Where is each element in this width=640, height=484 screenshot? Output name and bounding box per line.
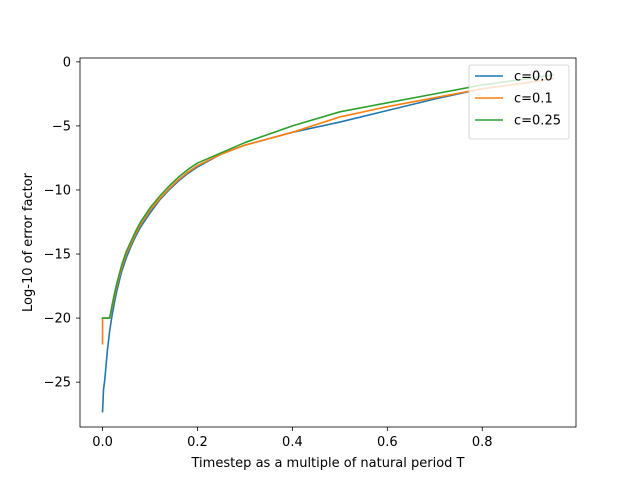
x-axis: 0.0 0.2 0.4 0.6 0.8	[92, 427, 493, 450]
x-tick-label: 0.6	[377, 435, 398, 450]
y-tick-label: −25	[44, 376, 71, 391]
y-tick-label: −10	[44, 183, 71, 198]
legend-label: c=0.25	[514, 114, 561, 129]
x-tick-label: 0.2	[187, 435, 208, 450]
y-tick-label: −5	[52, 119, 71, 134]
y-tick-label: −20	[44, 312, 71, 327]
y-tick-label: −15	[44, 248, 71, 263]
series-line-2	[101, 73, 555, 319]
x-tick-label: 0.4	[282, 435, 303, 450]
x-tick-label: 0.0	[92, 435, 113, 450]
legend-label: c=0.0	[514, 70, 553, 85]
plot-frame	[79, 57, 577, 428]
legend: c=0.0 c=0.1 c=0.25	[468, 64, 570, 140]
series-layer	[101, 73, 555, 413]
y-axis-label: Log-10 of error factor	[21, 172, 36, 312]
y-tick-label: 0	[63, 55, 71, 70]
series-line-0	[101, 77, 555, 413]
legend-label: c=0.1	[514, 92, 553, 107]
y-axis: 0 −5 −10 −15 −20 −25	[44, 55, 80, 391]
x-axis-label: Timestep as a multiple of natural period…	[191, 456, 465, 471]
x-tick-label: 0.8	[472, 435, 493, 450]
